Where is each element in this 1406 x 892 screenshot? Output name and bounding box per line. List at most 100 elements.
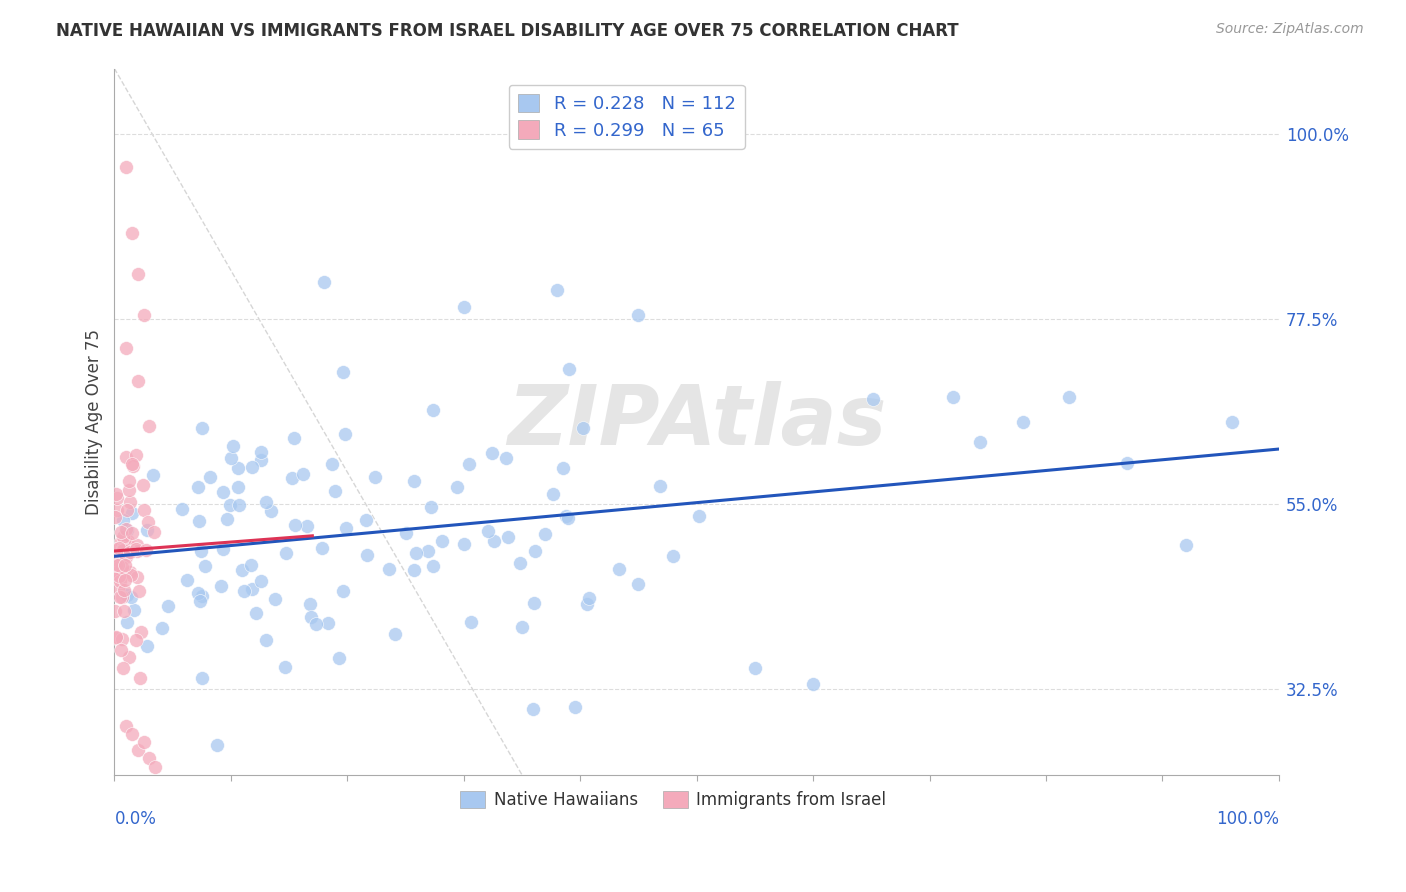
Point (453, 300, 475, 314)
Point (254, 495, 277, 509)
Point (254, 632, 277, 647)
Point (495, 450, 517, 465)
Point (125, 542, 148, 557)
Point (496, 530, 519, 544)
Point (156, 599, 179, 614)
Point (232, 584, 254, 599)
Point (404, 563, 426, 577)
Point (264, 591, 287, 606)
Point (115, 536, 138, 550)
Point (117, 534, 139, 549)
Point (305, 617, 328, 632)
Point (117, 649, 139, 664)
Point (127, 743, 149, 757)
Point (298, 597, 321, 611)
Point (321, 458, 343, 472)
Point (136, 639, 159, 653)
Point (250, 574, 273, 588)
Point (541, 487, 564, 501)
Point (143, 759, 166, 773)
Point (117, 502, 139, 516)
Point (132, 308, 155, 322)
Point (328, 650, 350, 665)
Point (115, 718, 138, 732)
Point (142, 467, 165, 482)
Point (481, 446, 503, 460)
Point (136, 523, 159, 537)
Point (420, 500, 443, 515)
Y-axis label: Disability Age Over 75: Disability Age Over 75 (86, 328, 103, 515)
Point (395, 525, 418, 540)
Point (111, 560, 134, 574)
Point (107, 558, 129, 572)
Point (127, 374, 149, 388)
Point (104, 510, 127, 524)
Point (114, 548, 136, 562)
Point (312, 275, 335, 289)
Point (187, 586, 209, 600)
Point (1220, 415, 1243, 429)
Point (228, 480, 250, 494)
Point (564, 699, 586, 714)
Point (228, 498, 250, 512)
Point (219, 451, 242, 466)
Point (110, 525, 132, 540)
Point (260, 504, 283, 518)
Point (120, 590, 142, 604)
Point (115, 341, 138, 355)
Point (191, 671, 214, 685)
Point (108, 569, 131, 583)
Point (115, 160, 138, 174)
Point (446, 480, 468, 494)
Point (274, 660, 297, 674)
Point (122, 603, 145, 617)
Point (115, 545, 138, 559)
Point (484, 533, 506, 548)
Point (132, 478, 155, 492)
Point (627, 308, 650, 322)
Point (226, 461, 249, 475)
Point (477, 524, 499, 538)
Text: Source: ZipAtlas.com: Source: ZipAtlas.com (1216, 22, 1364, 37)
Point (240, 459, 263, 474)
Point (121, 226, 143, 240)
Point (107, 541, 129, 555)
Point (138, 751, 160, 765)
Point (117, 615, 139, 629)
Point (115, 588, 138, 602)
Point (239, 558, 262, 572)
Point (187, 514, 209, 528)
Point (105, 632, 128, 646)
Point (107, 581, 129, 595)
Point (112, 604, 135, 618)
Point (176, 574, 198, 588)
Point (281, 471, 304, 485)
Point (422, 403, 444, 417)
Point (356, 549, 378, 563)
Point (609, 562, 631, 576)
Point (110, 643, 132, 657)
Point (969, 435, 991, 450)
Point (103, 566, 125, 580)
Point (118, 545, 141, 559)
Point (129, 625, 152, 640)
Point (332, 583, 354, 598)
Point (554, 509, 576, 524)
Point (209, 579, 232, 593)
Point (172, 502, 194, 516)
Point (111, 541, 134, 555)
Point (114, 558, 136, 572)
Point (112, 513, 135, 527)
Point (191, 421, 214, 435)
Point (523, 596, 546, 610)
Point (118, 483, 141, 497)
Text: 0.0%: 0.0% (114, 811, 156, 829)
Point (333, 427, 356, 442)
Point (405, 546, 427, 560)
Point (211, 485, 233, 500)
Point (121, 457, 143, 471)
Point (112, 543, 135, 558)
Point (143, 525, 166, 540)
Point (120, 568, 142, 582)
Point (108, 590, 131, 604)
